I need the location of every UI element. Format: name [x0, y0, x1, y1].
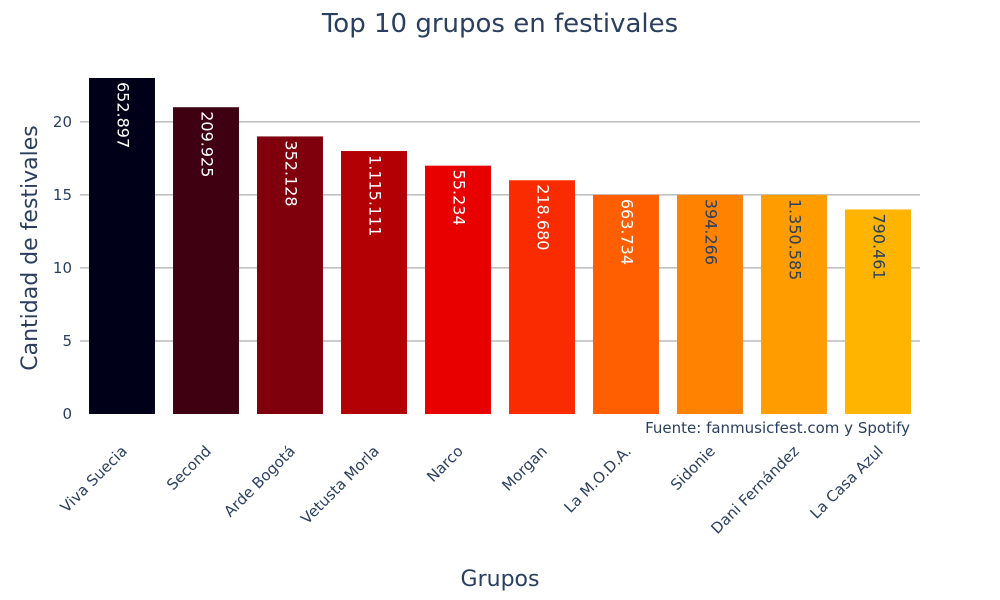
bar [509, 180, 575, 414]
bar [257, 136, 323, 414]
y-tick-label: 15 [53, 186, 72, 204]
bar-value-label: 218.680 [534, 184, 553, 250]
x-tick-label: Narco [423, 442, 467, 486]
bar-value-label: 209.925 [198, 111, 217, 177]
bar [593, 194, 659, 414]
chart-title: Top 10 grupos en festivales [321, 9, 678, 39]
y-tick-labels: 0 5 10 15 20 [53, 113, 72, 423]
bar-value-label: 1.115.111 [366, 155, 385, 236]
y-tick-label: 0 [62, 405, 72, 423]
y-tick-label: 10 [53, 259, 72, 277]
bar-value-label: 790.461 [870, 213, 889, 279]
bar [173, 107, 239, 414]
x-tick-label: Vetusta Morla [297, 442, 383, 528]
bar [845, 209, 911, 414]
bar-value-label: 1.350.585 [786, 199, 805, 280]
x-tick-label: La Casa Azul [807, 442, 887, 522]
x-tick-label: Second [163, 442, 215, 494]
x-tick-label: La M.O.D.A. [561, 442, 635, 516]
bar [677, 194, 743, 414]
y-axis-title: Cantidad de festivales [18, 125, 43, 371]
y-tick-label: 20 [53, 113, 72, 131]
x-tick-label: Morgan [498, 442, 551, 495]
y-tick-label: 5 [62, 332, 72, 350]
bar-value-label: 352.128 [282, 140, 301, 206]
bar-value-label: 663.734 [618, 199, 637, 265]
bar-value-label: 394.266 [702, 199, 721, 265]
source-note: Fuente: fanmusicfest.com y Spotify [645, 419, 910, 437]
bar-value-label: 652.897 [114, 82, 133, 148]
bar-value-label: 55.234 [450, 170, 469, 226]
x-tick-label: Arde Bogotá [220, 442, 298, 520]
x-axis-title: Grupos [461, 567, 540, 592]
bar [341, 151, 407, 415]
x-tick-label: Viva Suecia [57, 442, 131, 516]
bars [89, 78, 911, 415]
x-tick-label: Dani Fernández [707, 442, 803, 538]
bar [761, 194, 827, 414]
bar [89, 78, 155, 414]
x-tick-label: Sidonie [667, 442, 719, 494]
bar [425, 165, 491, 414]
bar-labels: 652.897 209.925 352.128 1.115.111 55.234 218.… [114, 82, 889, 280]
